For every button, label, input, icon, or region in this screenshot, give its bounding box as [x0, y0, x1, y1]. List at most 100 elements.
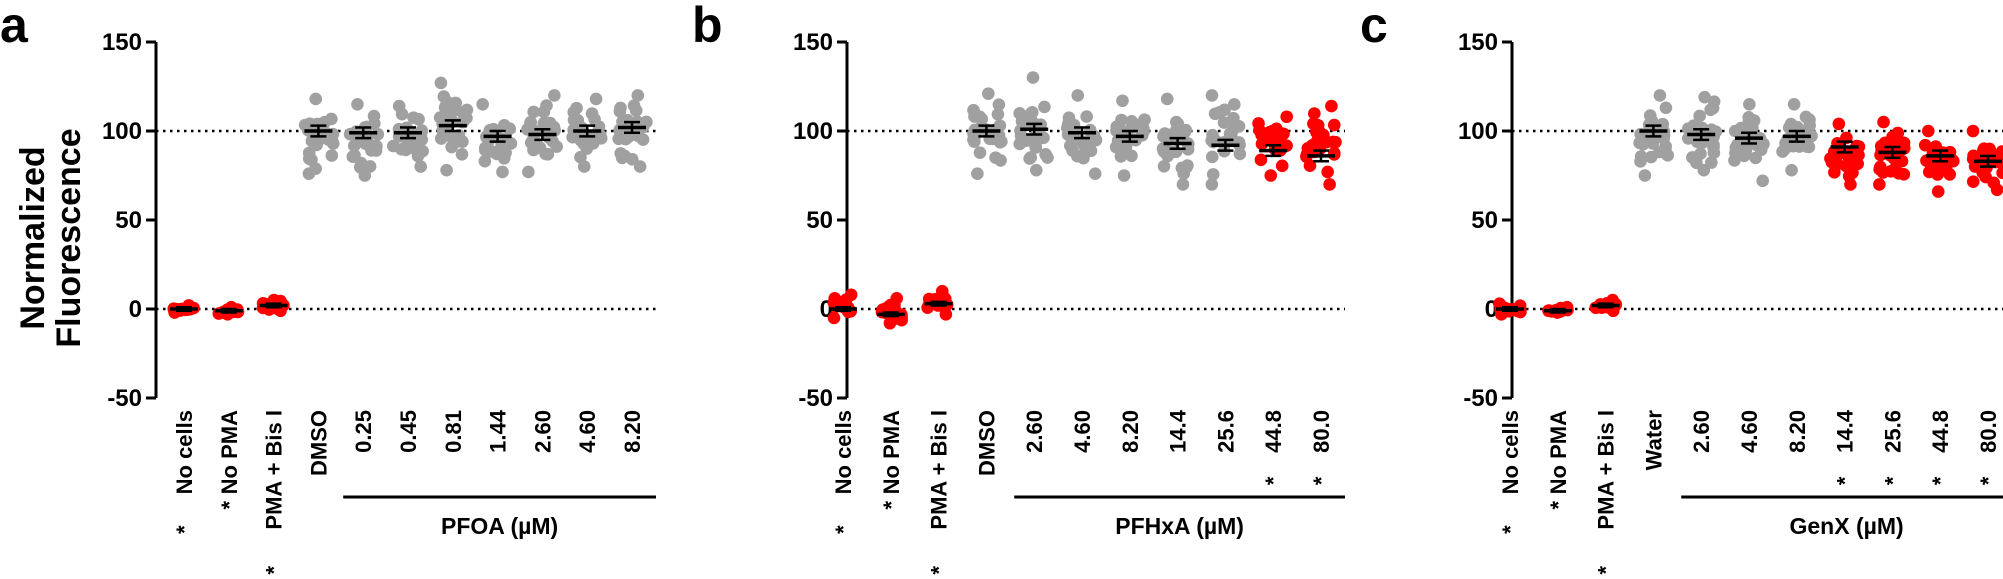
data-point [325, 112, 338, 126]
data-point [1110, 140, 1123, 154]
x-tick-label: Water [1641, 410, 1666, 471]
x-tick-label: 14.4 [1833, 409, 1858, 453]
data-point [888, 301, 901, 315]
data-point [589, 92, 603, 106]
data-point [588, 112, 601, 126]
x-tick-label: 1.44 [486, 409, 511, 453]
x-tick-label: No cells [1498, 410, 1523, 494]
data-point [1966, 175, 1980, 188]
data-point [370, 139, 383, 153]
significance-star: * [1594, 565, 1619, 574]
plot-area-a: 150 100 50 0 -50 No cells * No PMA * PMA + Bis I *… [102, 29, 656, 574]
data-point [483, 127, 497, 141]
data-point [1306, 138, 1319, 152]
x-tick-label: 4.60 [1070, 410, 1095, 453]
data-point [1233, 147, 1247, 161]
data-point [323, 131, 336, 144]
data-point [1264, 169, 1278, 182]
data-point [629, 104, 643, 117]
y-tick-label: -50 [798, 385, 833, 412]
data-point [1742, 115, 1756, 128]
data-point [1227, 98, 1241, 111]
data-point [1254, 153, 1268, 167]
data-point [1263, 129, 1277, 142]
x-tick-label: No PMA [879, 410, 904, 494]
data-point [1064, 139, 1077, 153]
data-point [1792, 140, 1806, 153]
data-point [967, 133, 980, 147]
data-points-5 [1013, 71, 1054, 177]
data-point [1828, 166, 1841, 179]
data-point [1206, 168, 1220, 181]
significance-star: * [217, 500, 242, 509]
y-tick-label: -50 [107, 385, 142, 412]
x-tick-label: 14.4 [1166, 409, 1191, 453]
data-point [1205, 89, 1219, 102]
data-point [1694, 147, 1707, 161]
y-tick-label: 100 [1458, 118, 1498, 145]
data-point [1125, 149, 1138, 163]
x-tick-label: PMA + Bis I [1594, 410, 1619, 530]
data-point [1038, 100, 1051, 114]
data-point [1698, 90, 1711, 104]
data-point [631, 89, 645, 102]
y-tick-label: 150 [793, 29, 833, 56]
data-point [309, 92, 323, 106]
data-point [1943, 168, 1957, 181]
x-tick-label: 25.6 [1213, 410, 1238, 453]
data-point [1787, 98, 1801, 111]
data-point [1754, 143, 1768, 157]
data-point [1310, 125, 1323, 139]
data-point [1323, 178, 1336, 191]
data-points-8 [1824, 117, 1866, 191]
data-point [449, 96, 463, 110]
data-point [1320, 135, 1333, 149]
significance-star: * [1833, 476, 1858, 485]
significance-star: * [1309, 476, 1334, 485]
data-point [994, 154, 1007, 167]
y-tick-label: 50 [115, 207, 142, 234]
data-point [347, 139, 361, 153]
data-point [325, 149, 339, 162]
data-point [1160, 92, 1174, 106]
x-tick-label: 8.20 [620, 410, 645, 453]
y-tick-label: 50 [1471, 207, 1498, 234]
data-point [540, 99, 553, 112]
y-tick-label: 150 [1458, 29, 1498, 56]
data-point [1743, 98, 1756, 111]
data-point [434, 76, 448, 90]
x-tick-label: 2.60 [530, 410, 555, 453]
data-point [1776, 145, 1789, 158]
x-tick-label: DMSO [974, 410, 999, 476]
data-point [1736, 129, 1750, 143]
data-point [455, 147, 469, 161]
x-tick-label: 8.20 [1118, 410, 1143, 453]
data-point [1178, 125, 1192, 139]
data-point [1205, 150, 1219, 164]
y-tick-label: 0 [129, 296, 142, 323]
group-label: GenX (µM) [1789, 513, 1903, 539]
data-point [445, 140, 458, 154]
data-point [1661, 149, 1674, 162]
data-point [1892, 167, 1905, 180]
data-point [640, 115, 653, 129]
data-point [386, 139, 400, 153]
data-point [1922, 165, 1936, 179]
data-point [1646, 135, 1660, 149]
data-point [460, 103, 474, 117]
data-point [1693, 109, 1706, 123]
data-point [973, 146, 987, 159]
data-point [478, 154, 492, 168]
data-point [1876, 166, 1890, 179]
data-point [1656, 117, 1670, 131]
data-point [1205, 178, 1219, 191]
data-point [1213, 105, 1227, 119]
y-tick-label: 100 [102, 118, 142, 145]
data-point [437, 90, 451, 103]
data-point [1161, 149, 1174, 163]
data-point [1877, 115, 1890, 129]
data-point [440, 163, 453, 177]
data-point [351, 98, 364, 111]
